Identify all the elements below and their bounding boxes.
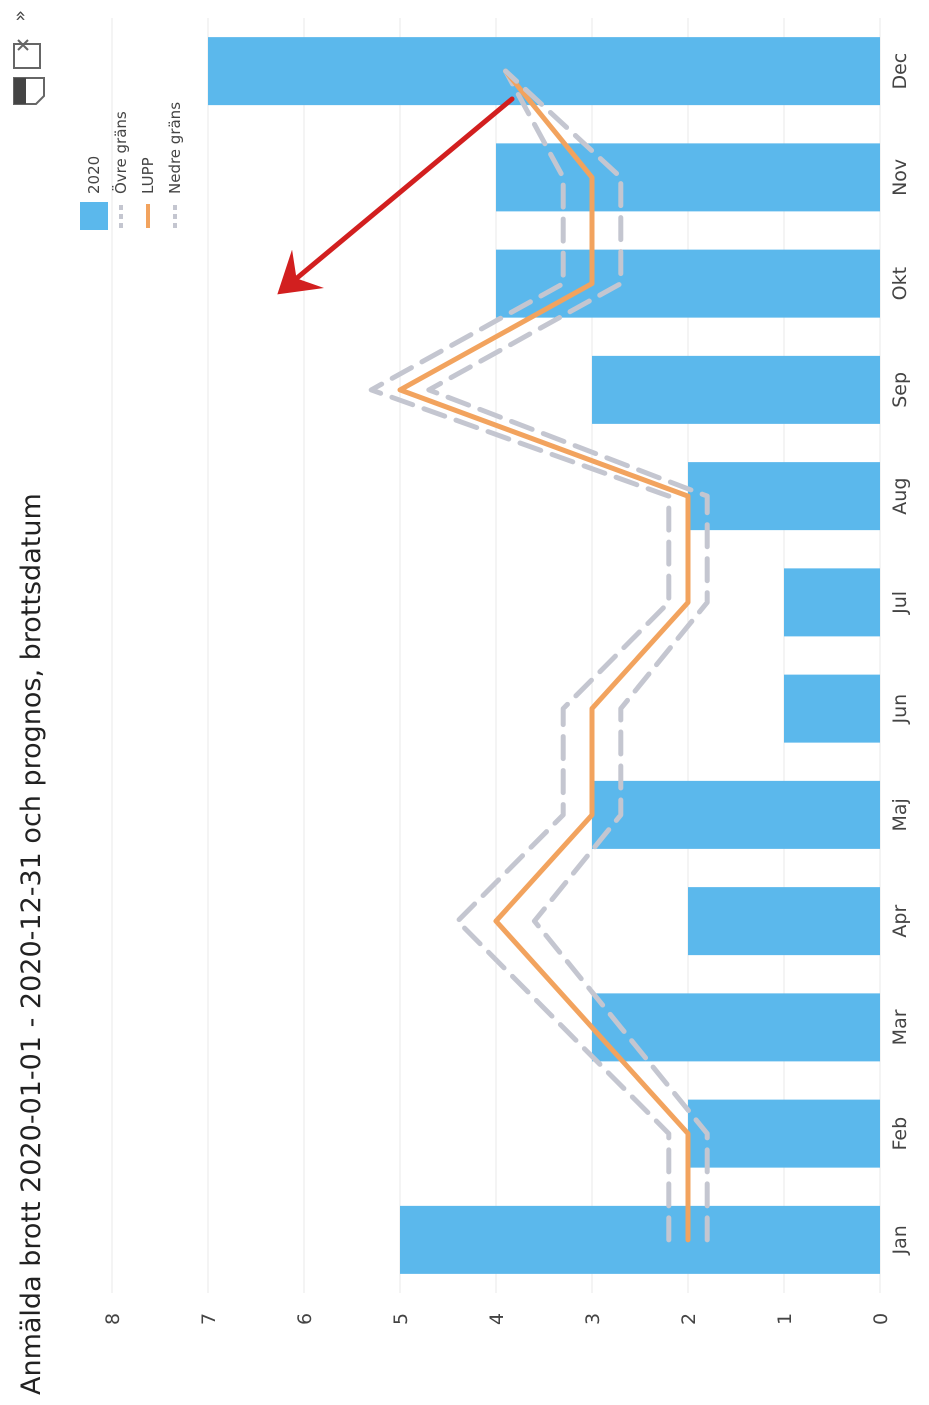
y-tick-label-6: 6 [294, 1313, 316, 1325]
bars [208, 37, 880, 1274]
excel-export-icon[interactable] [13, 39, 41, 69]
bar-nov[interactable] [496, 143, 880, 212]
x-tick-label-dec: Dec [889, 53, 911, 90]
y-tick-label-7: 7 [198, 1313, 220, 1325]
y-axis-ticks: 0 1 2 3 4 5 6 7 8 [102, 1313, 892, 1325]
y-tick-label-5: 5 [390, 1313, 412, 1325]
chart-toolbar: » [9, 10, 45, 105]
bar-maj[interactable] [592, 780, 880, 849]
legend: 2020 Övre gräns LUPP Nedre gräns [80, 102, 184, 230]
x-tick-label-nov: Nov [889, 159, 911, 196]
document-icon[interactable] [13, 77, 45, 105]
gridlines [111, 18, 881, 1293]
chart-title: Anmälda brott 2020-01-01 - 2020-12-31 oc… [16, 493, 47, 1395]
y-tick-label-0: 0 [870, 1313, 892, 1325]
legend-label-2020: 2020 [85, 156, 103, 194]
series-lines [368, 68, 710, 1243]
series-line-övre-gräns [368, 68, 672, 1243]
x-tick-label-mar: Mar [889, 1009, 911, 1045]
bar-jul[interactable] [784, 568, 880, 637]
bar-aug[interactable] [688, 462, 880, 531]
series-line-lupp [397, 68, 691, 1243]
legend-label-nedre-gräns: Nedre gräns [166, 102, 184, 194]
more-chevron-icon[interactable]: » [9, 10, 31, 22]
y-tick-label-1: 1 [774, 1313, 796, 1325]
x-tick-label-aug: Aug [889, 478, 911, 515]
x-tick-label-feb: Feb [889, 1117, 911, 1151]
y-tick-label-3: 3 [582, 1313, 604, 1325]
annotation-arrow [277, 96, 515, 295]
x-tick-label-sep: Sep [889, 372, 911, 408]
bar-apr[interactable] [688, 887, 880, 956]
x-tick-label-jul: Jul [889, 591, 911, 615]
bar-jun[interactable] [784, 674, 880, 743]
y-tick-label-8: 8 [102, 1313, 124, 1325]
x-tick-label-apr: Apr [889, 905, 911, 938]
legend-label-övre-gräns: Övre gräns [111, 111, 130, 194]
bar-sep[interactable] [592, 355, 880, 424]
legend-swatch-2020 [80, 202, 108, 230]
bar-mar[interactable] [592, 993, 880, 1062]
y-tick-label-4: 4 [486, 1313, 508, 1325]
x-tick-label-maj: Maj [889, 798, 911, 831]
bar-jan[interactable] [400, 1205, 880, 1274]
x-axis-ticks: Jan Feb Mar Apr Maj Jun Jul Aug Sep Okt Nov Dec [889, 53, 911, 1256]
x-tick-label-okt: Okt [889, 267, 911, 300]
series-line-nedre-gräns [426, 68, 710, 1243]
y-tick-label-2: 2 [678, 1313, 700, 1325]
legend-label-lupp: LUPP [139, 157, 157, 194]
x-tick-label-jun: Jun [889, 694, 911, 725]
bar-dec[interactable] [208, 37, 880, 106]
bar-feb[interactable] [688, 1099, 880, 1168]
x-tick-label-jan: Jan [889, 1225, 911, 1255]
